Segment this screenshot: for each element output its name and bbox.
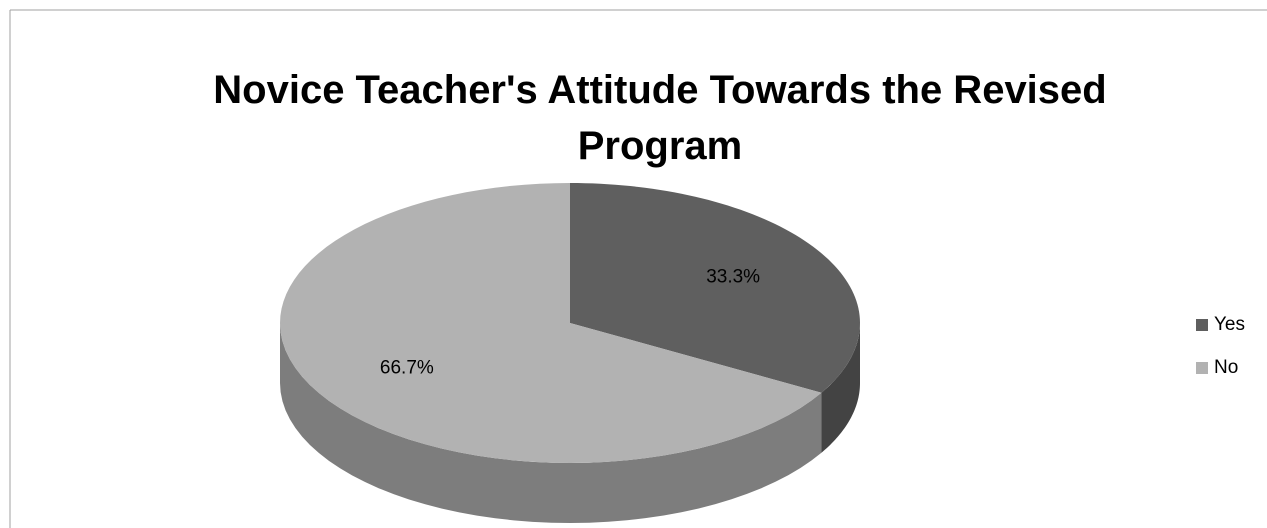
- pie-slice: [570, 183, 860, 393]
- data-label: 33.3%: [706, 266, 760, 287]
- legend-swatch: [1196, 362, 1208, 374]
- pie-side: [821, 323, 860, 453]
- legend-label: No: [1214, 357, 1238, 378]
- chart-title: Novice Teacher's Attitude Towards the Re…: [213, 68, 1107, 168]
- pie-slice: [280, 183, 822, 463]
- legend-label: Yes: [1214, 314, 1245, 335]
- pie-side: [280, 323, 822, 523]
- legend-swatch: [1196, 319, 1208, 331]
- data-label: 66.7%: [380, 358, 434, 379]
